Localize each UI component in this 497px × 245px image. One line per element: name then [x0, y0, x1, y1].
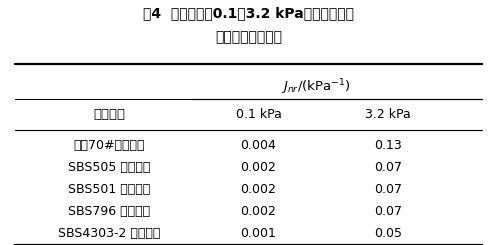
Text: SBS501 改性沥青: SBS501 改性沥青 — [68, 183, 151, 196]
Text: 中海70#道路沥青: 中海70#道路沥青 — [74, 139, 145, 152]
Text: 0.002: 0.002 — [241, 205, 276, 219]
Text: 0.004: 0.004 — [241, 139, 276, 152]
Text: 3.2 kPa: 3.2 kPa — [365, 108, 411, 121]
Text: 不可恢复蠕变柔量: 不可恢复蠕变柔量 — [215, 31, 282, 45]
Text: 0.001: 0.001 — [241, 227, 276, 241]
Text: $J_{nr}$/(kPa$^{-1}$): $J_{nr}$/(kPa$^{-1}$) — [281, 77, 350, 97]
Text: 0.07: 0.07 — [374, 161, 402, 174]
Text: SBS4303-2 改性沥青: SBS4303-2 改性沥青 — [58, 227, 161, 241]
Text: 0.07: 0.07 — [374, 183, 402, 196]
Text: 0.002: 0.002 — [241, 161, 276, 174]
Text: 沥青类型: 沥青类型 — [93, 108, 125, 121]
Text: SBS505 改性沥青: SBS505 改性沥青 — [68, 161, 151, 174]
Text: 0.002: 0.002 — [241, 183, 276, 196]
Text: 表4  各类沥青在0.1及3.2 kPa应力下的平均: 表4 各类沥青在0.1及3.2 kPa应力下的平均 — [143, 6, 354, 20]
Text: 0.13: 0.13 — [374, 139, 402, 152]
Text: 0.1 kPa: 0.1 kPa — [236, 108, 281, 121]
Text: SBS796 改性沥青: SBS796 改性沥青 — [68, 205, 151, 219]
Text: 0.07: 0.07 — [374, 205, 402, 219]
Text: 0.05: 0.05 — [374, 227, 402, 241]
